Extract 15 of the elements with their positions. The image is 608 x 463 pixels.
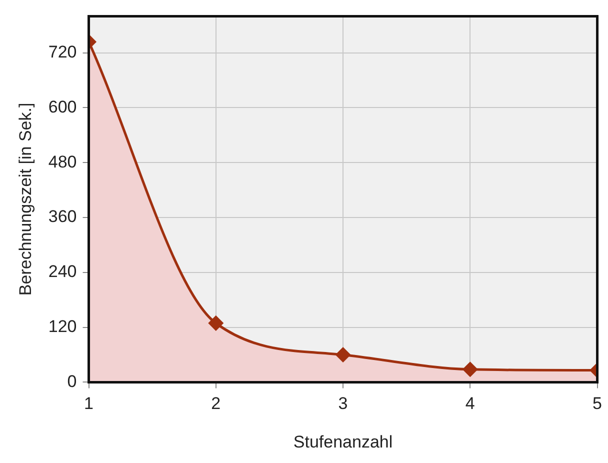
y-tick-label: 120 (48, 316, 77, 336)
y-tick-label: 600 (48, 97, 77, 116)
y-axis-title: Berechnungszeit [in Sek.] (16, 102, 35, 296)
x-axis-title: Stufenanzahl (293, 432, 393, 452)
x-tick-label: 5 (592, 394, 602, 414)
y-tick-label: 480 (48, 152, 77, 172)
y-tick-label: 720 (48, 42, 77, 62)
point (336, 348, 350, 362)
x-tick-label: 1 (84, 394, 94, 414)
x-tick-label: 3 (338, 394, 348, 414)
y-tick-label: 360 (48, 207, 77, 226)
y-tick-label: 240 (48, 262, 77, 282)
y-tick-label: 0 (67, 372, 77, 391)
x-tick-label: 4 (465, 394, 475, 414)
x-tick-label: 2 (211, 394, 221, 414)
